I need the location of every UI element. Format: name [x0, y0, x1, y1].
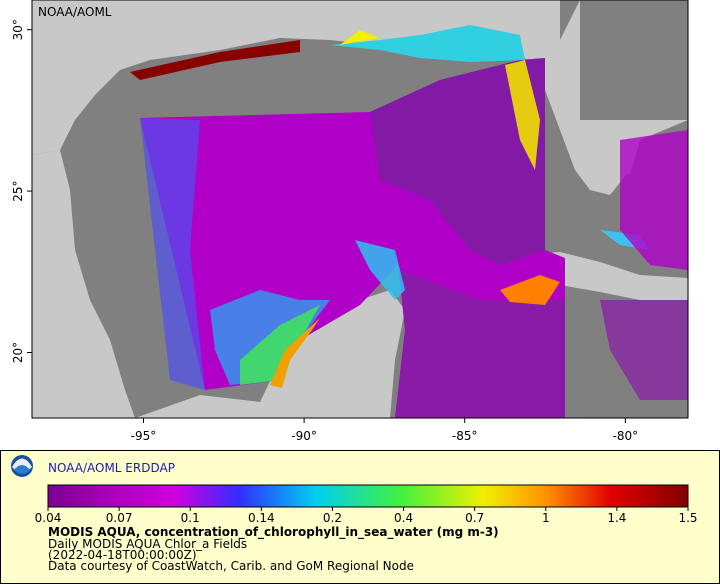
colorbar-tick-label: 1.4: [607, 511, 626, 525]
land: [135, 290, 405, 418]
y-tick-label: 30°: [11, 19, 25, 40]
noaa-logo: [14, 465, 30, 474]
colorbar-tick-label: 0.14: [248, 511, 275, 525]
no-data-ocean: [580, 0, 688, 120]
colorbar-tick-label: 0.4: [394, 511, 413, 525]
colorbar: [47, 484, 689, 508]
colorbar-tick-label: 0.1: [181, 511, 200, 525]
chlorophyll-field: [395, 270, 565, 418]
y-tick-label: 20°: [11, 342, 25, 363]
map-label: NOAA/AOML: [38, 5, 112, 19]
colorbar-tick-label: 0.04: [35, 511, 62, 525]
colorbar-tick-label: 1.5: [678, 511, 697, 525]
chlorophyll-field: [500, 275, 560, 305]
legend-line: Data courtesy of CoastWatch, Carib. and …: [48, 559, 414, 573]
colorbar-tick-label: 0.7: [465, 511, 484, 525]
chlorophyll-field: [620, 130, 688, 270]
chlorophyll-field: [240, 305, 320, 385]
axes: -95° -90° -85° -80° 20° 25° 30°: [11, 19, 638, 443]
x-tick-label: -80°: [613, 429, 639, 443]
chlorophyll-field: [140, 118, 205, 390]
legend-title: MODIS AQUA, concentration_of_chlorophyll…: [48, 525, 499, 540]
chlorophyll-field: [130, 40, 300, 80]
colorbar-tick-label: 0.07: [106, 511, 133, 525]
y-tick-label: 25°: [11, 180, 25, 201]
legend-line: Daily MODIS AQUA Chlor_a Fields: [48, 537, 247, 551]
x-tick-label: -85°: [452, 429, 478, 443]
colorbar-ticks: 0.04 0.07 0.1 0.14 0.2 0.4 0.7 1 1.4 1.5: [35, 507, 698, 525]
colorbar-tick-label: 0.2: [323, 511, 342, 525]
land: [32, 0, 688, 175]
colorbar-tick-label: 1: [542, 511, 550, 525]
x-tick-label: -90°: [291, 429, 317, 443]
x-tick-label: -95°: [131, 429, 157, 443]
chlorophyll-field: [270, 318, 320, 388]
legend-line: (2022-04-18T00:00:00Z): [48, 548, 197, 562]
chlorophyll-field: [505, 60, 540, 170]
land: [32, 150, 135, 418]
map: NOAA/AOML: [32, 0, 688, 418]
brand: NOAA/AOML ERDDAP: [48, 461, 175, 475]
chlorophyll-field: [355, 240, 405, 300]
chlorophyll-field: [600, 300, 688, 400]
chlorophyll-field: [340, 30, 380, 45]
chlorophyll-field: [370, 58, 545, 265]
chlorophyll-field: [330, 25, 525, 62]
legend-panel: [0, 450, 720, 584]
map-frame: [31, 0, 689, 419]
